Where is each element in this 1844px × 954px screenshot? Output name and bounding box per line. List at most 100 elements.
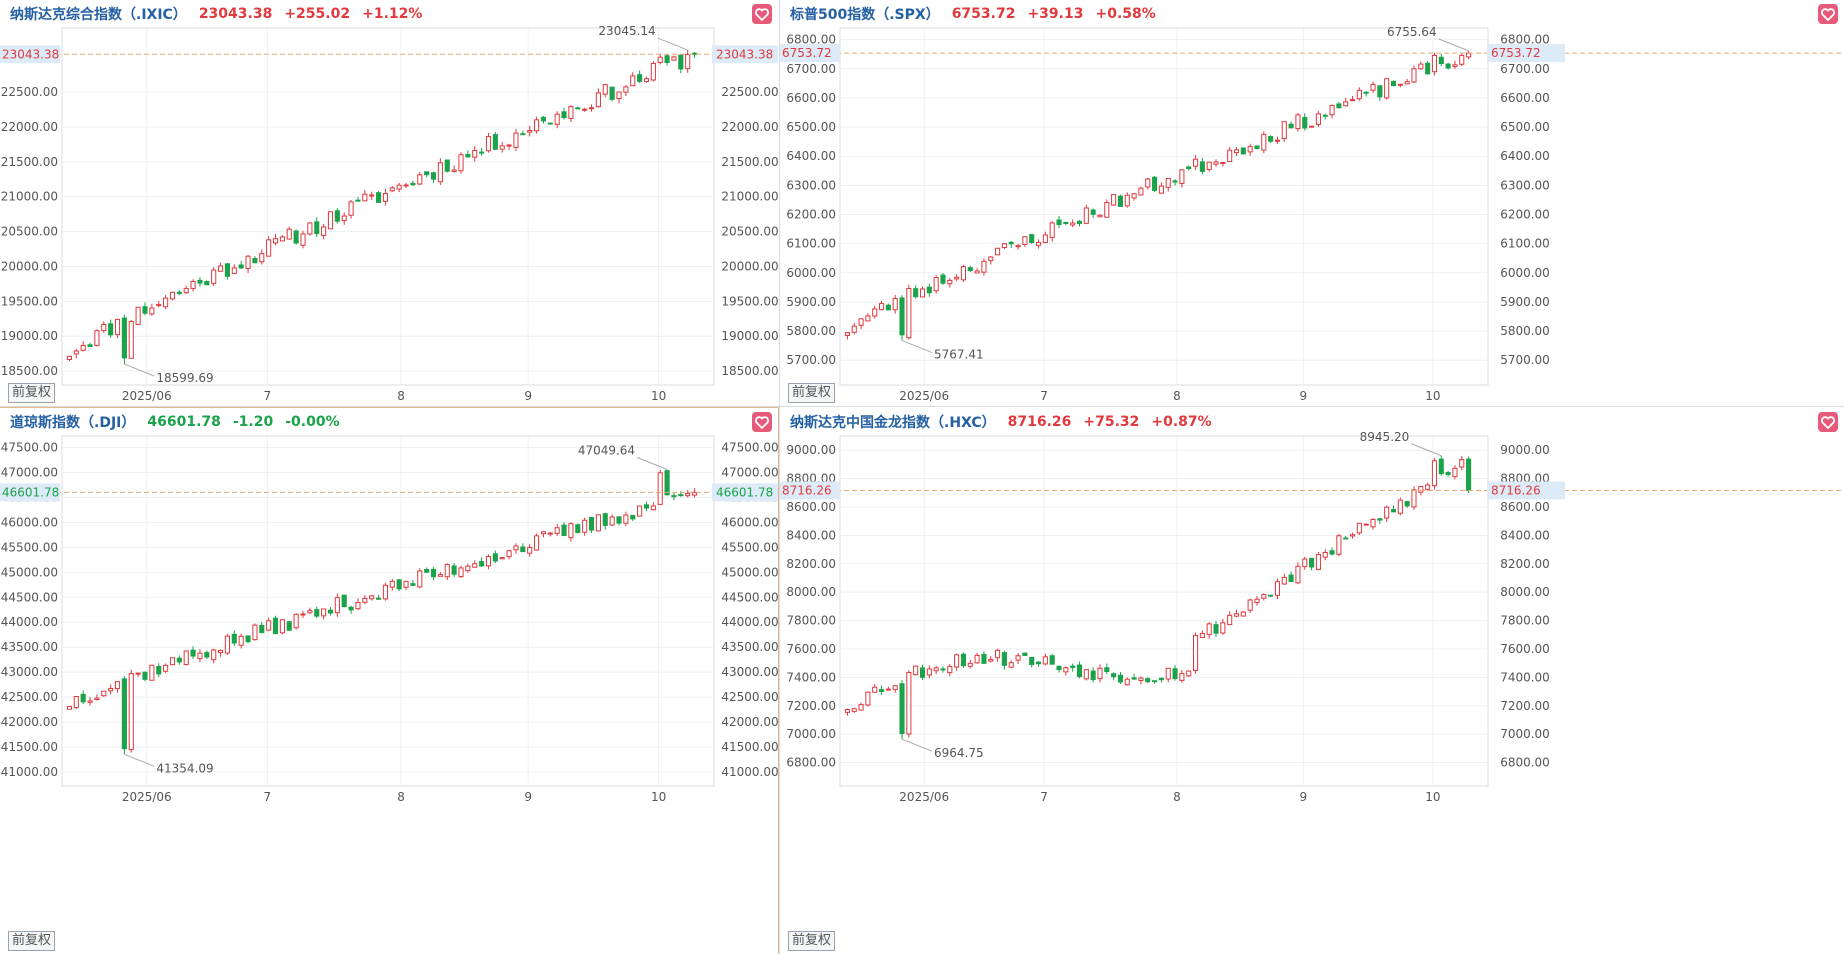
price-adjust-button[interactable]: 前复权 [8, 383, 56, 403]
price-tag-left: 23043.38 [0, 45, 60, 64]
candle [527, 543, 533, 557]
candle-body [1111, 194, 1117, 206]
chart-panel-spx[interactable]: 5700.00 5700.00 5800.00 5800.00 5900.00 5900.… [780, 0, 1844, 406]
candle-body [1261, 594, 1267, 599]
candle [1349, 532, 1356, 539]
heart-icon[interactable] [1818, 4, 1838, 24]
candle [926, 665, 932, 679]
chart-panel-dji[interactable]: 41000.00 41000.00 41500.00 41500.00 42000.00… [0, 407, 779, 954]
heart-icon[interactable] [752, 4, 772, 24]
candle [403, 580, 409, 590]
candle-body [362, 193, 368, 202]
candle-body [121, 317, 127, 359]
candlestick-chart[interactable]: 18500.00 18500.00 19000.00 19000.00 19500.00… [0, 0, 778, 406]
high-pointer [1411, 443, 1442, 457]
candle-body [602, 513, 608, 526]
y-tick-label-right: 21500.00 [721, 155, 778, 169]
y-tick-label-right: 19000.00 [721, 329, 778, 343]
candle [1070, 663, 1076, 672]
candle-body [561, 524, 567, 536]
candle [1213, 159, 1219, 167]
candle-body [224, 263, 230, 277]
candle [1015, 244, 1021, 250]
candle [609, 514, 615, 527]
candle-body [664, 470, 670, 496]
candle [513, 543, 519, 554]
candle [547, 122, 553, 125]
candle [1274, 136, 1281, 144]
candle-body [307, 222, 313, 235]
price-adjust-button[interactable]: 前复权 [788, 383, 836, 403]
candle [637, 70, 643, 84]
low-label: 41354.09 [156, 761, 213, 775]
heart-icon[interactable] [752, 412, 772, 432]
y-tick-label-left: 5900.00 [786, 295, 836, 309]
candle [307, 222, 313, 236]
low-label: 18599.69 [156, 371, 213, 385]
y-tick-label-left: 5700.00 [786, 353, 836, 367]
candle [919, 664, 926, 681]
candle [947, 278, 953, 288]
y-tick-label-right: 21000.00 [721, 190, 778, 204]
candle-body [1035, 241, 1042, 246]
candle-body [657, 56, 663, 63]
y-tick-label-right: 41000.00 [721, 765, 778, 779]
candle-body [479, 561, 485, 567]
plot-frame [839, 435, 1489, 787]
candle [1309, 125, 1315, 128]
candle [1452, 60, 1458, 70]
candle [1227, 147, 1233, 163]
candle-body [878, 303, 885, 311]
y-tick-label-right: 6400.00 [1500, 149, 1550, 163]
price-adjust-button[interactable]: 前复权 [788, 931, 836, 951]
candle [293, 229, 299, 245]
candle [108, 319, 114, 338]
candle [561, 522, 567, 537]
candle [1404, 500, 1410, 509]
chart-panel-hxc[interactable]: 6800.00 6800.00 7000.00 7000.00 7200.00 7200.… [780, 408, 1844, 954]
low-label: 6964.75 [934, 746, 984, 760]
y-tick-label-left: 6300.00 [786, 178, 836, 192]
price-adjust-button[interactable]: 前复权 [8, 931, 56, 951]
candle [988, 656, 994, 663]
candle-body [878, 689, 885, 692]
candle-body [451, 565, 457, 575]
heart-icon[interactable] [1818, 412, 1838, 432]
candle [259, 621, 265, 634]
candle [128, 319, 134, 359]
y-tick-label-right: 8400.00 [1500, 528, 1550, 542]
candlestick-chart[interactable]: 41000.00 41000.00 41500.00 41500.00 42000.00… [0, 408, 778, 954]
high-pointer [657, 37, 688, 51]
candle-body [458, 567, 464, 578]
chart-panel-ixic[interactable]: 18500.00 18500.00 19000.00 19000.00 19500.00… [0, 0, 778, 406]
candle [630, 514, 636, 522]
candle-body [327, 609, 334, 614]
candle-body [444, 159, 450, 172]
candle-body [341, 215, 347, 222]
candle-body [1425, 484, 1431, 490]
candle-body [279, 619, 285, 634]
candle [80, 690, 86, 704]
candle-body [1343, 101, 1349, 107]
candle-body [1015, 245, 1021, 248]
candle-body [135, 672, 141, 675]
candlestick-chart[interactable]: 6800.00 6800.00 7000.00 7000.00 7200.00 7200.… [780, 408, 1844, 954]
index-price: 23043.38 [198, 6, 273, 22]
candle [87, 697, 93, 706]
candle-body [540, 116, 546, 122]
candle [1425, 482, 1431, 491]
candlestick-chart[interactable]: 5700.00 5700.00 5800.00 5800.00 5900.00 5900.… [780, 0, 1844, 406]
candle [520, 130, 526, 136]
candle [403, 182, 409, 189]
candle-body [1411, 68, 1417, 83]
y-tick-label-left: 44500.00 [1, 590, 58, 604]
candle [1438, 455, 1444, 476]
candle-body [520, 546, 526, 553]
candle-body [245, 255, 251, 270]
candle [231, 264, 237, 274]
high-label: 23045.14 [598, 24, 655, 38]
candle [293, 613, 299, 630]
candle-body [355, 602, 361, 610]
candle-body [685, 492, 691, 497]
candle-body [300, 613, 306, 616]
